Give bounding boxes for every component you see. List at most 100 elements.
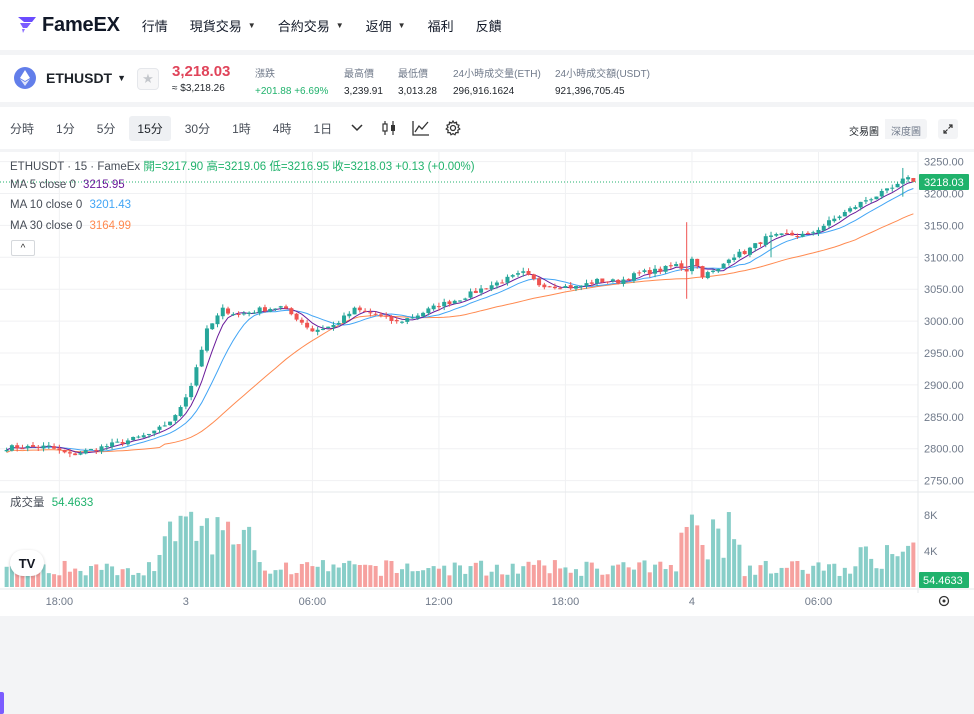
stat-high: 最高價 3,239.91 [344, 65, 383, 97]
volume-bar [647, 572, 652, 587]
ma5-label: MA 5 close 0 [10, 179, 76, 191]
view-trade-chart-tab[interactable]: 交易圖 [843, 119, 885, 139]
candle [837, 216, 842, 219]
volume-bar [542, 565, 547, 587]
favorite-star-button[interactable]: ★ [137, 68, 159, 90]
volume-bar [210, 554, 215, 587]
candle [115, 441, 120, 443]
timeframe-tab[interactable]: 5分 [96, 121, 116, 136]
candle [695, 258, 700, 266]
candle [521, 271, 526, 273]
star-icon: ★ [142, 71, 154, 86]
volume-bar [463, 573, 468, 587]
volume-bar [531, 564, 536, 587]
candle [231, 314, 236, 316]
candle [537, 278, 542, 286]
timeframe-tab[interactable]: 1日 [313, 121, 333, 136]
caret-down-icon: ▼ [117, 73, 127, 83]
chart-toolbar: 分時 1分 5分 15分 30分 1時 4時 1日 交易圖 深度圖 [0, 107, 974, 149]
timeframe-tab-active[interactable]: 15分 [129, 115, 171, 141]
nav-item-benefits[interactable]: 福利 [428, 16, 454, 35]
price-axis-label: 3200.00 [924, 188, 964, 200]
view-depth-chart-tab[interactable]: 深度圖 [891, 127, 921, 138]
legend-ma30[interactable]: MA 30 close 0 3164.99 [10, 220, 131, 232]
volume-bar [510, 563, 515, 587]
candle [400, 321, 405, 323]
stat-label: 最低價 [398, 69, 428, 80]
timeframe-tab[interactable]: 1時 [232, 121, 251, 136]
volume-bar [705, 559, 710, 587]
volume-bar [505, 574, 510, 587]
volume-bar [774, 572, 779, 587]
pair-selector[interactable]: ETHUSDT ▼ [14, 67, 126, 89]
time-axis-label: 4 [689, 596, 695, 608]
volume-bar [689, 514, 694, 587]
indicators-icon[interactable] [410, 117, 432, 139]
candle [610, 279, 615, 282]
volume-bar [874, 568, 879, 587]
candlestick-chart[interactable]: 3250.00 3200.00 3150.00 3100.00 3050.00 3000.… [0, 152, 974, 616]
candle [173, 415, 178, 421]
candle [352, 307, 357, 315]
volume-bar [183, 516, 188, 587]
volume-bar [637, 562, 642, 587]
chart-area[interactable]: 3250.00 3200.00 3150.00 3100.00 3050.00 3000.… [0, 152, 974, 714]
volume-bar [605, 574, 610, 587]
volume-bar [4, 566, 9, 587]
volume-bar [110, 566, 115, 587]
volume-bar [136, 572, 141, 587]
candle [726, 259, 731, 264]
price-axis-label: 2750.00 [924, 476, 964, 488]
tradingview-logo[interactable]: TV [10, 550, 44, 576]
nav-item-feedback[interactable]: 反饋 [476, 16, 502, 35]
volume-bar [52, 574, 57, 587]
legend-ma10[interactable]: MA 10 close 0 3201.43 [10, 199, 131, 211]
candle [268, 309, 273, 312]
candle [637, 272, 642, 274]
stat-label: 最高價 [344, 69, 374, 80]
candle [642, 270, 647, 272]
timeframe-tab[interactable]: 1分 [56, 121, 75, 136]
nav-item-spot[interactable]: 現貨交易 ▼ [190, 16, 256, 35]
side-drawer-tab[interactable] [0, 692, 4, 714]
more-timeframes-chevron-icon[interactable] [346, 117, 368, 139]
volume-bar [853, 566, 858, 587]
fameex-logo[interactable]: FameEX [16, 14, 120, 37]
volume-bar [199, 525, 204, 587]
timeframe-tab[interactable]: 分時 [10, 121, 35, 136]
candle [431, 305, 436, 310]
candle [747, 247, 752, 255]
fullscreen-expand-icon[interactable] [938, 119, 958, 139]
legend-ma5[interactable]: MA 5 close 0 3215.95 [10, 179, 125, 191]
volume-bar [220, 530, 225, 587]
ma30-line [6, 213, 914, 453]
gear-center [942, 599, 946, 603]
ma10-label: MA 10 close 0 [10, 199, 83, 211]
candle [494, 282, 499, 286]
timeframe-tab[interactable]: 30分 [184, 121, 211, 136]
volume-bar [194, 540, 199, 587]
nav-item-futures[interactable]: 合約交易 ▼ [278, 16, 344, 35]
candle-type-icon[interactable] [378, 117, 400, 139]
volume-bar [589, 562, 594, 587]
volume-bar [320, 560, 325, 587]
volume-bar [494, 564, 499, 587]
chart-settings-gear-icon[interactable] [938, 595, 950, 607]
timeframe-tab[interactable]: 4時 [272, 121, 292, 136]
nav-item-market[interactable]: 行情 [142, 16, 168, 35]
volume-bar [769, 573, 774, 587]
candle [737, 251, 742, 258]
volume-bar [436, 568, 441, 587]
candle [241, 313, 246, 315]
collapse-legend-button[interactable]: ^ [11, 240, 35, 256]
volume-bar [431, 566, 436, 587]
settings-gear-icon[interactable] [442, 117, 464, 139]
volume-bar [616, 564, 621, 587]
candle [653, 268, 658, 274]
volume-bar [906, 545, 911, 587]
candle [57, 448, 62, 451]
nav-item-rebate[interactable]: 返佣 ▼ [366, 16, 406, 35]
legend-volume: 成交量 54.4633 [10, 494, 93, 510]
volume-bar [99, 569, 104, 587]
volume-bar [642, 560, 647, 587]
